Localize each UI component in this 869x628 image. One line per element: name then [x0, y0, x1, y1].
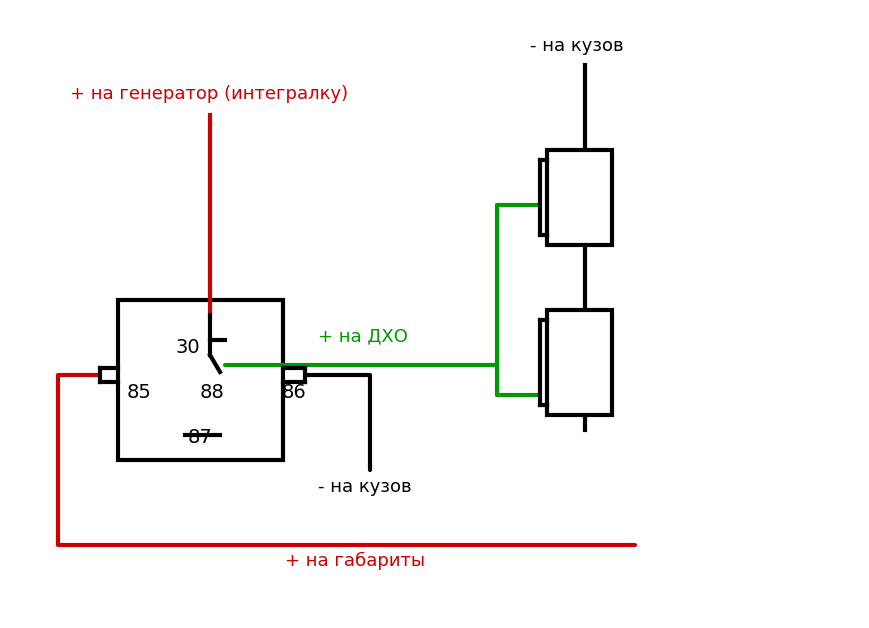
Text: - на кузов: - на кузов	[529, 37, 623, 55]
Text: 87: 87	[188, 428, 212, 447]
Text: + на ДХО: + на ДХО	[318, 327, 408, 345]
Bar	[547, 310, 611, 415]
Bar	[118, 300, 282, 460]
Text: 30: 30	[176, 338, 200, 357]
Text: + на габариты: + на габариты	[285, 552, 425, 570]
Text: 85: 85	[127, 383, 152, 402]
Bar	[547, 150, 611, 245]
Text: + на генератор (интегралку): + на генератор (интегралку)	[70, 85, 348, 103]
Text: 88: 88	[200, 383, 224, 402]
Text: 86: 86	[282, 383, 307, 402]
Text: - на кузов: - на кузов	[318, 478, 411, 496]
